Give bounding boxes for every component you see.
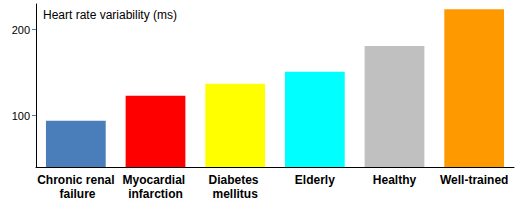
svg-text:failure: failure bbox=[56, 187, 96, 201]
svg-text:Myocardial: Myocardial bbox=[122, 173, 188, 187]
svg-text:100: 100 bbox=[12, 110, 30, 122]
svg-text:Diabetes: Diabetes bbox=[208, 173, 261, 187]
svg-text:Elderly: Elderly bbox=[295, 173, 335, 187]
svg-text:Chronic renal: Chronic renal bbox=[37, 173, 114, 187]
svg-text:Heart rate variability (ms): Heart rate variability (ms) bbox=[43, 8, 177, 22]
svg-text:200: 200 bbox=[12, 24, 30, 36]
svg-text:mellitus: mellitus bbox=[212, 187, 258, 201]
svg-text:Healthy: Healthy bbox=[373, 173, 417, 187]
svg-text:Well-trained: Well-trained bbox=[440, 173, 508, 187]
svg-text:infarction: infarction bbox=[128, 187, 183, 201]
